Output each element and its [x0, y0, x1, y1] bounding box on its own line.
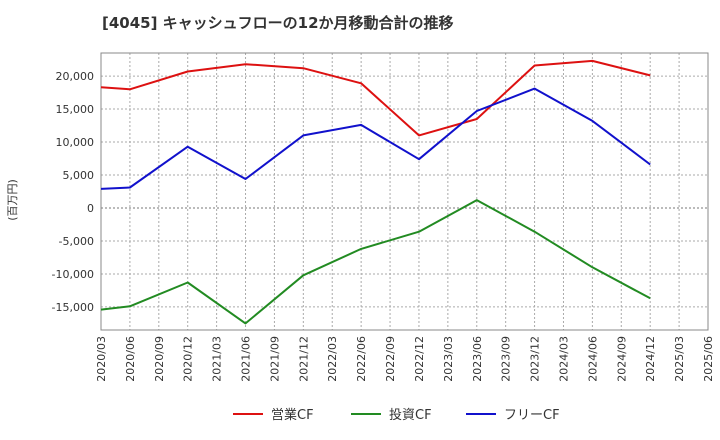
y-axis-ticks: -15,000 -10,000 -5,000 0 5,000 10,000 15,000 20…: [52, 70, 94, 314]
x-tick-label: 2020/06: [124, 336, 137, 382]
x-tick-label: 2023/12: [529, 336, 542, 382]
x-tick-label: 2022/12: [413, 336, 426, 382]
x-tick-label: 2020/03: [95, 336, 108, 382]
x-tick-label: 2021/06: [240, 336, 253, 382]
x-tick-label: 2025/03: [673, 336, 686, 382]
legend: 営業CF 投資CF フリーCF: [233, 407, 560, 423]
x-tick-label: 2025/06: [702, 336, 715, 382]
x-tick-label: 2024/03: [557, 336, 570, 382]
x-tick-label: 2021/03: [211, 336, 224, 382]
chart-title: [4045] キャッシュフローの12か月移動合計の推移: [102, 14, 454, 32]
legend-label: 投資CF: [389, 407, 432, 423]
x-tick-label: 2023/03: [442, 336, 455, 382]
y-axis-label: (百万円): [6, 179, 19, 221]
y-tick-label: 20,000: [56, 70, 95, 83]
y-tick-label: -10,000: [52, 268, 94, 281]
y-tick-label: 15,000: [56, 103, 95, 116]
x-tick-label: 2021/12: [297, 336, 310, 382]
series-line-投資CF: [100, 199, 651, 325]
x-tick-label: 2020/09: [153, 336, 166, 382]
x-tick-label: 2024/09: [615, 336, 628, 382]
x-tick-label: 2020/12: [182, 336, 195, 382]
series-line-フリーCF: [100, 87, 651, 190]
series-layer: [100, 59, 651, 325]
y-tick-label: 0: [87, 202, 94, 215]
y-tick-label: -15,000: [52, 301, 94, 314]
x-tick-label: 2021/09: [268, 336, 281, 382]
legend-label: フリーCF: [504, 408, 560, 423]
x-tick-label: 2022/06: [355, 336, 368, 382]
y-tick-label: 5,000: [63, 169, 95, 182]
x-tick-label: 2024/06: [586, 336, 599, 382]
x-tick-label: 2023/06: [471, 336, 484, 382]
series-line-営業CF: [100, 59, 651, 137]
plot-area-frame: [100, 52, 709, 331]
x-tick-label: 2023/09: [500, 336, 513, 382]
x-tick-label: 2022/09: [384, 336, 397, 382]
x-tick-label: 2022/03: [326, 336, 339, 382]
y-tick-label: 10,000: [56, 136, 95, 149]
legend-label: 営業CF: [271, 407, 314, 423]
y-tick-label: -5,000: [59, 235, 94, 248]
x-tick-label: 2024/12: [644, 336, 657, 382]
grid-layer: [101, 53, 708, 330]
x-axis-ticks: 2020/03 2020/06 2020/09 2020/12 2021/03 2021/…: [95, 336, 715, 382]
